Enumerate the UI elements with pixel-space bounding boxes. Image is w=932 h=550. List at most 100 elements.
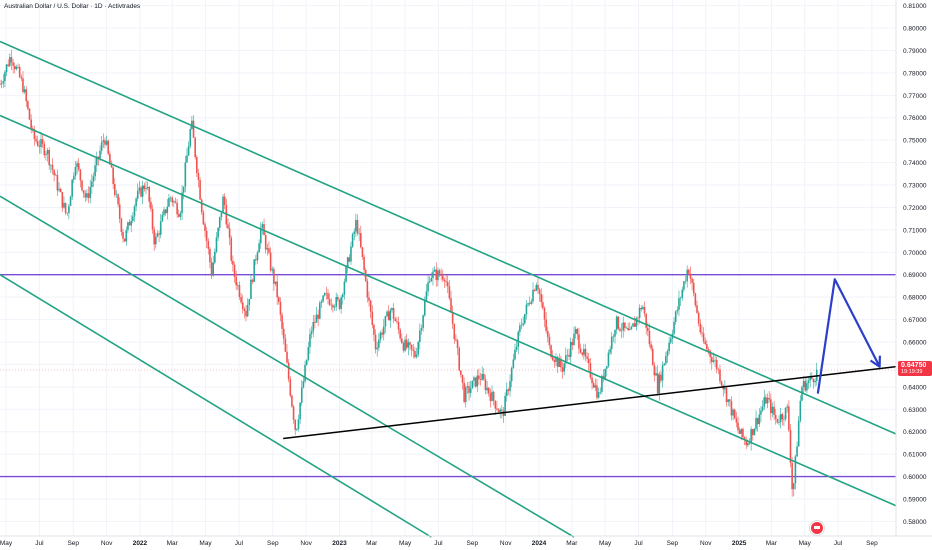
candle-body — [448, 286, 451, 299]
candle-body — [315, 314, 318, 323]
candle-body — [282, 328, 285, 339]
candle-body — [624, 322, 626, 329]
candle-body — [453, 323, 456, 340]
candle-body — [399, 329, 401, 339]
candle-body — [619, 328, 621, 331]
candle-body — [548, 336, 551, 346]
candle-body — [550, 345, 552, 358]
candle-body — [12, 62, 14, 66]
projection-arrow — [816, 278, 881, 394]
candle-body — [158, 233, 160, 235]
candle-body — [117, 194, 119, 205]
candle-body — [66, 212, 69, 214]
candle-body — [79, 169, 82, 181]
candle-body — [560, 358, 562, 368]
candle-body — [402, 342, 405, 351]
bar-countdown: 19:19:39 — [901, 369, 923, 375]
price-tick-label: 0.69000 — [903, 272, 927, 279]
support-trendline — [283, 365, 897, 440]
candle-body — [440, 275, 442, 276]
candle-body — [58, 188, 60, 191]
candle-body — [136, 190, 139, 199]
candle-body — [100, 142, 103, 151]
candle-body — [494, 400, 497, 409]
candle-body — [412, 349, 415, 352]
candle-body — [727, 399, 729, 403]
candle-body — [97, 156, 100, 159]
candle-body — [325, 293, 328, 294]
candle-body — [396, 321, 398, 322]
us-flag-icon[interactable] — [810, 521, 824, 535]
candle-body — [638, 307, 641, 318]
candle-body — [724, 387, 726, 390]
candle-body — [169, 197, 172, 199]
time-tick-label: May — [0, 540, 13, 547]
candle-body — [578, 334, 580, 349]
candle-body — [607, 352, 610, 367]
candle-body — [415, 354, 418, 357]
candle-body — [99, 150, 101, 159]
candle-body — [599, 391, 602, 393]
candle-body — [258, 243, 260, 253]
current-price-badge: 0.64750 19:19:39 — [898, 361, 932, 376]
time-tick-label: Mar — [167, 540, 179, 547]
candle-body — [712, 360, 715, 362]
candle-body — [22, 78, 24, 92]
candle-body — [806, 383, 808, 391]
time-tick-label: Jul — [35, 540, 44, 547]
price-axis[interactable]: 0.81000 0.80000 0.79000 0.78000 0.77000 0.760… — [895, 0, 927, 536]
candle-body — [13, 65, 16, 70]
candle-body — [363, 256, 365, 271]
candle-body — [179, 213, 182, 217]
candle-body — [143, 185, 146, 190]
channel-line — [0, 114, 897, 507]
candle-body — [369, 300, 372, 312]
candle-body — [628, 328, 631, 331]
candle-body — [322, 295, 324, 302]
candle-body — [663, 363, 666, 366]
candle-body — [9, 57, 11, 66]
candle-body — [214, 251, 216, 263]
candle-body — [140, 187, 142, 197]
candle-body — [788, 406, 790, 431]
candle-body — [761, 406, 764, 411]
candle-body — [209, 248, 211, 263]
candle-body — [27, 101, 29, 109]
candle-body — [622, 322, 625, 331]
candle-body — [643, 306, 646, 314]
candle-body — [360, 233, 362, 248]
candle-body — [530, 301, 533, 304]
candle-body — [594, 385, 597, 388]
candle-body — [717, 369, 720, 370]
candle-body — [54, 174, 57, 176]
candle-body — [553, 360, 556, 362]
time-tick-label: Jul — [434, 540, 443, 547]
candle-body — [809, 376, 811, 381]
candle-body — [742, 428, 744, 438]
candle-body — [430, 277, 433, 282]
candle-body — [450, 298, 452, 313]
time-axis[interactable]: May Jul Sep Nov 2022 Mar May Jul Sep Nov 2023 Mar Ma… — [0, 535, 932, 547]
candle-body — [133, 206, 136, 217]
candle-body — [551, 357, 554, 361]
candle-body — [112, 167, 114, 184]
candle-body — [804, 380, 807, 391]
candle-body — [720, 381, 723, 386]
candle-body — [300, 387, 303, 403]
candle-body — [617, 316, 620, 329]
candle-body — [238, 285, 241, 298]
price-tick-label: 0.75000 — [903, 138, 927, 145]
projection-arrowhead — [869, 355, 881, 368]
candle-body — [286, 351, 288, 363]
candle-body — [491, 391, 493, 401]
candle-body — [382, 326, 385, 335]
candle-body — [442, 275, 444, 280]
candle-body — [596, 385, 598, 398]
candle-body — [89, 186, 92, 198]
candle-body — [373, 324, 375, 335]
candle-body — [556, 357, 559, 367]
candle-body — [576, 328, 579, 335]
candle-body — [674, 311, 677, 322]
candle-body — [589, 363, 592, 378]
